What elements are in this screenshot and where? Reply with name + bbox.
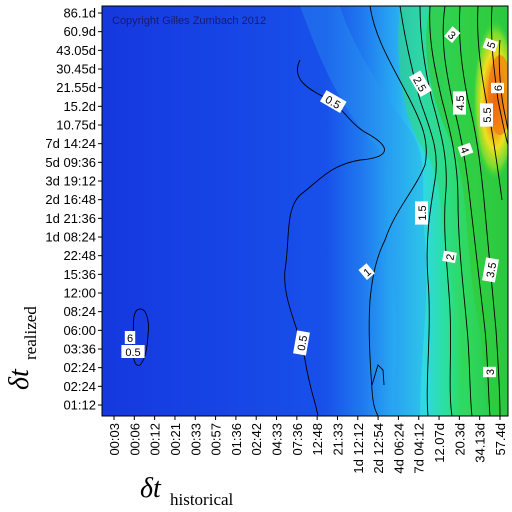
contour-label: 1 [358, 263, 375, 280]
x-tick-label: 00:21 [168, 423, 183, 456]
y-tick-label: 43.05d [56, 43, 96, 58]
x-tick-label: 7d 04:12 [412, 423, 427, 474]
contour-label-box [453, 91, 466, 115]
y-tick-label: 15.2d [63, 99, 96, 114]
contour-label: 3.5 [482, 257, 499, 283]
y-axis: 86.1d 60.9d 43.05d 30.45d 21.55d 15.2d 10.75d 7… [45, 6, 102, 413]
contour-label-text: 0.5 [125, 347, 140, 359]
x-tick-label: 2d 12:54 [371, 423, 386, 474]
y-tick-label: 15:36 [63, 267, 96, 282]
plot-frame [101, 5, 509, 417]
contour-label-box [415, 201, 428, 225]
x-tick-label: 04:33 [270, 423, 285, 456]
contour-label-box [358, 263, 375, 280]
x-tick-label: 02:42 [249, 423, 264, 456]
contour-label-box [483, 366, 496, 378]
contour-label-text: 0.5 [296, 335, 310, 352]
y-tick-label: 1d 08:24 [45, 230, 96, 245]
y-tick-label: 02:24 [63, 360, 96, 375]
x-tick-label: 4d 06:24 [391, 423, 406, 474]
contour-label: 3 [444, 26, 461, 43]
y-tick-label: 60.9d [63, 24, 96, 39]
y-tick-label: 21.55d [56, 80, 96, 95]
contour-label: 5.5 [480, 103, 494, 127]
x-tick-label: 00:57 [209, 423, 224, 456]
contour-label: 4 [457, 142, 474, 157]
y-tick-label: 12:00 [63, 286, 96, 301]
x-tick-label: 00:06 [127, 423, 142, 456]
y-tick-label: 08:24 [63, 304, 96, 319]
contour-label: 0.5 [293, 330, 310, 356]
contour-label-box [121, 345, 145, 358]
contour-label-text: 1.5 [417, 205, 429, 220]
heatmap-surface: Copyright Gilles Zumbach 2012 [102, 6, 508, 416]
contour-label-box [480, 103, 493, 127]
x-tick-label: 00:12 [148, 423, 163, 456]
contour-label: 2 [442, 250, 458, 264]
x-tick-label: 1d 12:12 [351, 423, 366, 474]
contour-label-box [491, 82, 504, 94]
x-tick-label: 57.4d [493, 423, 508, 456]
contour-label-text: 6 [127, 333, 133, 345]
contour-label-box [457, 142, 474, 157]
contour-label: 6 [491, 82, 505, 94]
y-tick-label: 06:00 [63, 323, 96, 338]
contour-label-box [482, 257, 499, 283]
contour-label: 0.5 [121, 345, 145, 359]
x-axis: 00:03 00:06 00:12 00:21 00:33 00:57 01:36 02:42… [107, 416, 508, 474]
contour-label-box [124, 331, 136, 344]
x-axis-title: δt historical [140, 473, 234, 509]
contour-label: 5 [482, 37, 499, 52]
contour-label: 4.5 [453, 91, 467, 115]
contour-label: 3 [483, 366, 497, 378]
contour-label: 6 [124, 331, 136, 345]
y-tick-label: 01:12 [63, 398, 96, 413]
contour-label-text: 4.5 [455, 95, 467, 110]
contour-label-text: 5 [485, 40, 498, 50]
x-axis-title-subscript: historical [170, 490, 234, 509]
y-tick-label: 30.45d [56, 62, 96, 77]
contour-label-box [409, 70, 432, 98]
x-tick-label: 12.07d [432, 423, 447, 463]
y-tick-label: 02:24 [63, 379, 96, 394]
x-tick-label: 07:36 [290, 423, 305, 456]
x-tick-label: 00:03 [107, 423, 122, 456]
contour-label-text: 4 [457, 145, 470, 155]
x-tick-label: 21:33 [330, 423, 345, 456]
y-axis-title: δt realized [4, 306, 40, 390]
contour-label-box [482, 37, 499, 52]
y-tick-label: 2d 16:48 [45, 192, 96, 207]
y-tick-label: 7d 14:24 [45, 136, 96, 151]
y-tick-label: 1d 21:36 [45, 211, 96, 226]
copyright-watermark: Copyright Gilles Zumbach 2012 [112, 15, 266, 27]
y-tick-label: 3d 19:12 [45, 174, 96, 189]
contour-label-text: 5.5 [482, 107, 494, 122]
x-tick-label: 20.3d [452, 423, 467, 456]
y-tick-label: 10.75d [56, 118, 96, 133]
y-tick-label: 22:48 [63, 248, 96, 263]
contour-label-text: 6 [493, 85, 505, 91]
contour-label-box [442, 250, 457, 264]
contour-label-box [444, 26, 461, 43]
x-tick-label: 01:36 [229, 423, 244, 456]
contour-label-box [319, 90, 347, 113]
contour-label-text: 3.5 [485, 262, 499, 279]
y-axis-title-symbol: δt [4, 368, 35, 390]
x-tick-label: 12:48 [310, 423, 325, 456]
contour-label-text: 3 [485, 369, 497, 375]
y-tick-label: 5d 09:36 [45, 155, 96, 170]
y-tick-label: 86.1d [63, 6, 96, 21]
x-tick-label: 34.13d [473, 423, 488, 463]
contour-label: 1.5 [415, 201, 429, 225]
y-axis-title-subscript: realized [21, 306, 40, 360]
x-axis-title-symbol: δt [140, 473, 162, 504]
y-tick-label: 03:36 [63, 342, 96, 357]
x-tick-label: 00:33 [188, 423, 203, 456]
contour-label-text: 2 [445, 253, 458, 261]
contour-label-box [293, 330, 310, 356]
